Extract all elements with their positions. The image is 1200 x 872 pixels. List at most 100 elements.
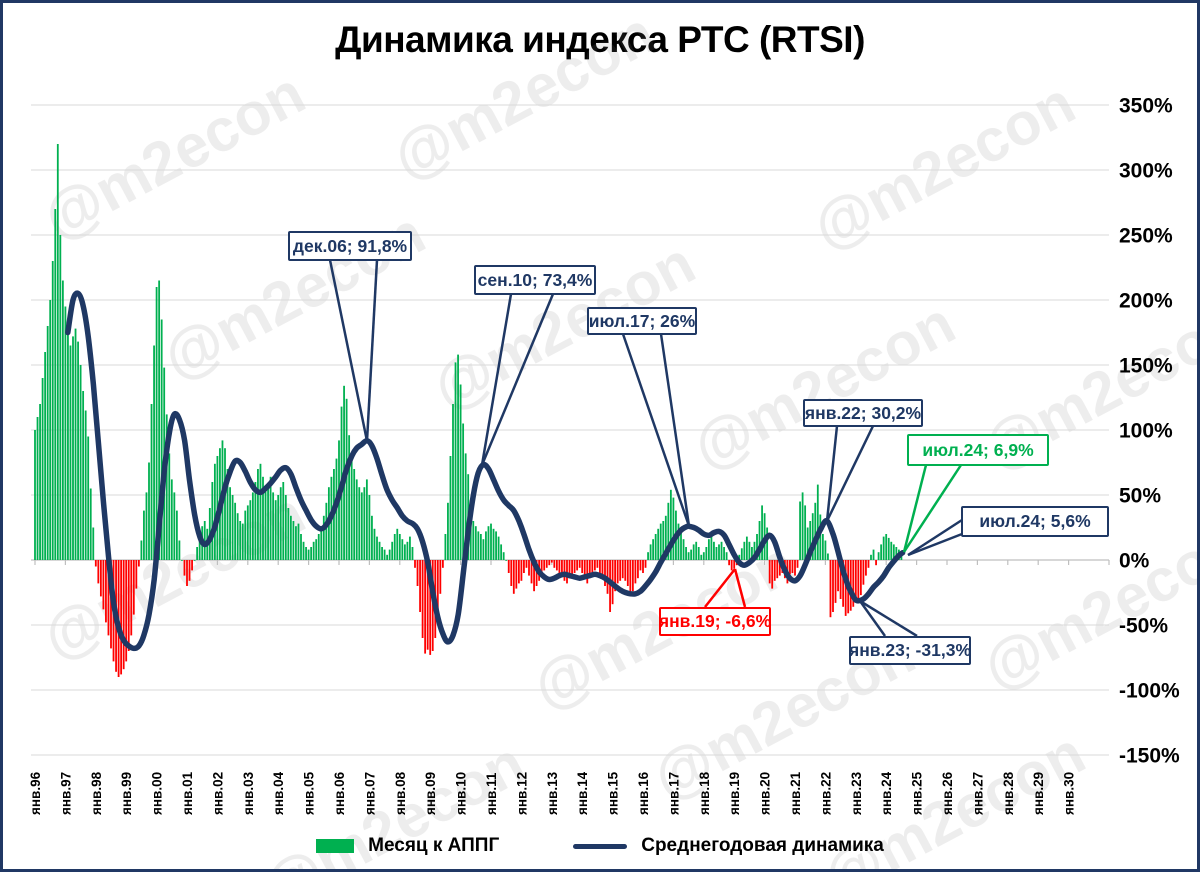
bar: [827, 553, 829, 560]
x-axis-label: янв.26: [940, 771, 955, 815]
legend-bar-swatch: [316, 839, 355, 853]
bar: [687, 552, 690, 560]
bar: [211, 482, 214, 560]
bar: [657, 528, 660, 560]
bar: [64, 306, 67, 560]
bar: [203, 521, 206, 560]
bar: [512, 560, 515, 594]
page-title: Динамика индекса РТС (RTSI): [335, 19, 865, 60]
bar: [325, 502, 328, 560]
bar: [46, 326, 49, 560]
bar: [707, 539, 710, 560]
bar: [368, 495, 371, 560]
x-axis-label: янв.06: [332, 771, 347, 815]
bar: [198, 534, 201, 560]
bar: [490, 523, 492, 560]
bar: [416, 560, 419, 586]
callout-sen10: сен.10; 73,4%: [474, 265, 596, 295]
bar: [669, 489, 672, 560]
bar: [479, 534, 482, 560]
bar: [852, 560, 855, 607]
callout-leader-sen10: [480, 293, 555, 466]
x-axis-label: янв.29: [1031, 772, 1046, 815]
bar: [224, 448, 226, 560]
bar: [295, 526, 297, 560]
x-axis-label: янв.22: [818, 772, 833, 815]
bar: [819, 514, 822, 560]
callout-jan23: янв.23; -31,3%: [849, 636, 971, 665]
legend-bar-label: Месяц к АППГ: [368, 835, 500, 856]
bar: [829, 560, 832, 618]
bar: [601, 560, 604, 579]
bar: [320, 526, 323, 560]
bar: [839, 560, 842, 599]
bar: [447, 502, 449, 560]
bar: [165, 414, 168, 560]
bar: [345, 398, 348, 560]
callout-leader-jan22: [825, 425, 875, 522]
bar: [452, 404, 454, 560]
x-axis-label: янв.07: [362, 772, 377, 815]
bar: [824, 540, 827, 560]
bar: [715, 547, 718, 560]
x-axis-label: янв.97: [58, 772, 73, 815]
bar: [761, 505, 763, 560]
bar: [191, 560, 193, 571]
bar: [102, 560, 105, 610]
bar: [388, 549, 391, 560]
bar: [581, 560, 584, 573]
bar: [409, 536, 411, 560]
bar: [125, 560, 128, 662]
bar: [178, 540, 181, 560]
bar: [56, 144, 59, 560]
bar: [135, 560, 138, 589]
bar: [426, 560, 429, 650]
bar: [79, 365, 82, 560]
bar: [647, 552, 649, 560]
bar: [51, 261, 54, 560]
x-axis-label: янв.25: [910, 771, 925, 815]
bar: [834, 560, 837, 603]
bar: [49, 300, 52, 560]
bar: [652, 539, 655, 560]
callout-leader-jan19: [704, 568, 736, 608]
bar: [497, 536, 500, 560]
bar: [854, 560, 857, 601]
bar: [700, 554, 703, 560]
bar: [576, 560, 579, 571]
bar: [867, 560, 870, 568]
bar: [745, 536, 748, 560]
bar: [421, 560, 424, 638]
x-axis-label: янв.23: [849, 771, 864, 815]
bar: [502, 552, 505, 560]
bar: [158, 280, 161, 560]
bar: [181, 560, 183, 561]
callout-jan22: янв.22; 30,2%: [803, 399, 923, 427]
bar: [175, 510, 178, 560]
bar: [495, 531, 497, 560]
callout-leader-jan23: [859, 599, 918, 638]
bar: [756, 534, 758, 560]
bar: [315, 539, 318, 560]
bar: [77, 341, 79, 560]
bar: [41, 378, 44, 560]
bar: [67, 332, 69, 560]
bar: [507, 560, 510, 573]
bar: [229, 487, 231, 560]
bar: [59, 235, 62, 560]
bar: [436, 560, 439, 620]
bar: [145, 492, 148, 560]
callout-leader-jul24-bar: [902, 464, 928, 553]
y-axis-label: 250%: [1119, 225, 1173, 248]
callout-dek06: дек.06; 91,8%: [288, 231, 412, 261]
bar: [806, 527, 809, 560]
bar: [862, 560, 865, 585]
bar: [672, 497, 675, 560]
bar: [140, 540, 143, 560]
bar: [401, 539, 404, 560]
bar: [414, 560, 416, 568]
bar: [528, 560, 530, 576]
y-axis-label: 350%: [1119, 95, 1173, 118]
callout-jul24-line: июл.24; 5,6%: [961, 506, 1109, 537]
bar: [885, 534, 888, 560]
